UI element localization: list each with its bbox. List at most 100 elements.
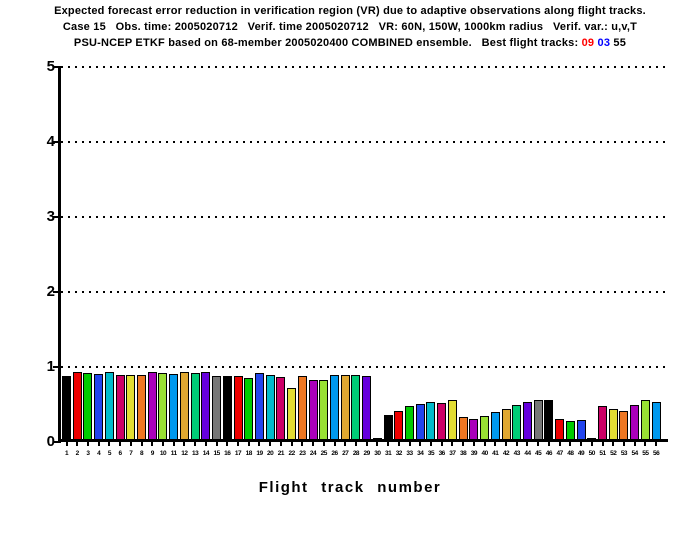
x-axis-tick <box>515 442 518 446</box>
y-axis-tick-label: 5 <box>46 58 55 75</box>
x-axis-tick <box>387 442 390 446</box>
x-axis-tick <box>322 442 325 446</box>
bar <box>319 379 329 439</box>
best-track-number: 09 <box>581 37 595 49</box>
bar <box>62 376 71 439</box>
x-axis-tick-label: 40 <box>481 450 488 457</box>
x-axis-tick-label: 7 <box>129 450 133 457</box>
bar <box>94 373 104 439</box>
y-gridline <box>61 66 668 68</box>
x-axis-tick-label: 39 <box>470 450 478 457</box>
bar <box>426 402 436 439</box>
y-axis-tick <box>53 141 61 143</box>
x-axis-title: Flight track number <box>258 479 442 496</box>
x-axis-tick-label: 33 <box>406 450 413 457</box>
x-axis-tick <box>558 442 561 446</box>
bar <box>437 403 447 439</box>
bar <box>222 376 232 439</box>
x-axis-tick <box>279 442 282 446</box>
chart-title-line2: Case 15 Obs. time: 2005020712 Verif. tim… <box>62 21 638 33</box>
x-axis-tick <box>119 442 122 446</box>
x-axis-tick <box>462 442 465 446</box>
x-axis-tick <box>226 442 229 446</box>
y-axis-tick-label: 1 <box>46 358 55 375</box>
x-axis-tick <box>151 442 154 446</box>
x-axis-tick <box>161 442 164 446</box>
x-axis-tick <box>237 442 240 446</box>
x-axis-tick <box>247 442 250 446</box>
x-axis-tick-label: 38 <box>460 450 467 457</box>
x-axis-tick-label: 26 <box>331 450 338 457</box>
x-axis-tick <box>580 442 583 446</box>
bar <box>287 388 297 439</box>
x-axis-tick <box>312 442 315 446</box>
x-axis-tick-label: 56 <box>652 450 660 457</box>
x-axis-tick-label: 34 <box>417 450 424 457</box>
x-axis-tick-label: 10 <box>159 450 167 457</box>
x-axis-tick-label: 11 <box>170 450 177 457</box>
bar <box>308 379 318 439</box>
bar <box>254 373 264 439</box>
y-gridline <box>61 291 668 293</box>
x-axis-tick-label: 54 <box>631 450 639 457</box>
x-axis-tick <box>612 442 615 446</box>
bar <box>179 372 189 439</box>
x-axis-tick-label: 21 <box>277 450 285 457</box>
x-axis-tick-label: 6 <box>118 450 123 457</box>
bar <box>233 376 243 439</box>
x-axis-tick <box>376 442 379 446</box>
x-axis-tick-label: 28 <box>352 450 360 457</box>
x-axis-tick-label: 4 <box>97 450 101 457</box>
bar <box>362 376 372 439</box>
x-axis-tick-label: 48 <box>567 450 574 457</box>
y-gridline <box>61 366 668 368</box>
bar <box>265 375 275 439</box>
bar <box>340 375 350 439</box>
bar <box>147 371 157 439</box>
x-axis-tick <box>333 442 336 446</box>
x-axis-tick <box>269 442 272 446</box>
bar <box>598 406 607 439</box>
bar <box>158 373 168 439</box>
x-axis-tick <box>429 442 432 446</box>
bar <box>115 374 125 439</box>
bar <box>244 377 254 439</box>
best-track-number: 55 <box>610 37 627 49</box>
x-axis-tick <box>172 442 175 446</box>
bar <box>501 409 511 439</box>
x-axis-tick <box>440 442 443 446</box>
x-axis-tick-label: 27 <box>342 450 349 457</box>
x-axis-tick-label: 46 <box>545 450 553 457</box>
bar <box>565 421 575 439</box>
bar <box>608 409 618 439</box>
x-axis-tick <box>408 442 411 446</box>
bar <box>458 417 468 439</box>
bar <box>512 405 522 439</box>
x-axis-tick <box>494 442 497 446</box>
y-axis-tick-label: 4 <box>46 133 55 150</box>
x-axis-tick-label: 14 <box>202 450 210 457</box>
x-axis-tick-label: 22 <box>288 450 295 457</box>
x-axis-tick <box>472 442 475 446</box>
x-axis-tick <box>194 442 197 446</box>
bar <box>169 373 179 439</box>
x-axis-tick <box>547 442 550 446</box>
x-axis-tick <box>526 442 529 446</box>
x-axis-tick-label: 5 <box>107 450 112 457</box>
y-axis-tick <box>53 366 61 368</box>
bar <box>372 437 382 439</box>
bar <box>405 406 415 439</box>
x-axis-tick-label: 30 <box>374 450 381 457</box>
bar <box>640 400 650 439</box>
y-axis-tick-label: 2 <box>46 283 55 300</box>
chart-title-line3: PSU-NCEP ETKF based on 68-member 2005020… <box>0 37 700 49</box>
bar <box>297 376 307 439</box>
x-axis-tick <box>505 442 508 446</box>
best-track-number: 03 <box>594 37 611 49</box>
bar <box>544 400 554 439</box>
x-axis-tick <box>301 442 304 446</box>
x-axis-tick <box>183 442 186 446</box>
x-axis-tick <box>644 442 647 446</box>
bar <box>104 371 114 439</box>
